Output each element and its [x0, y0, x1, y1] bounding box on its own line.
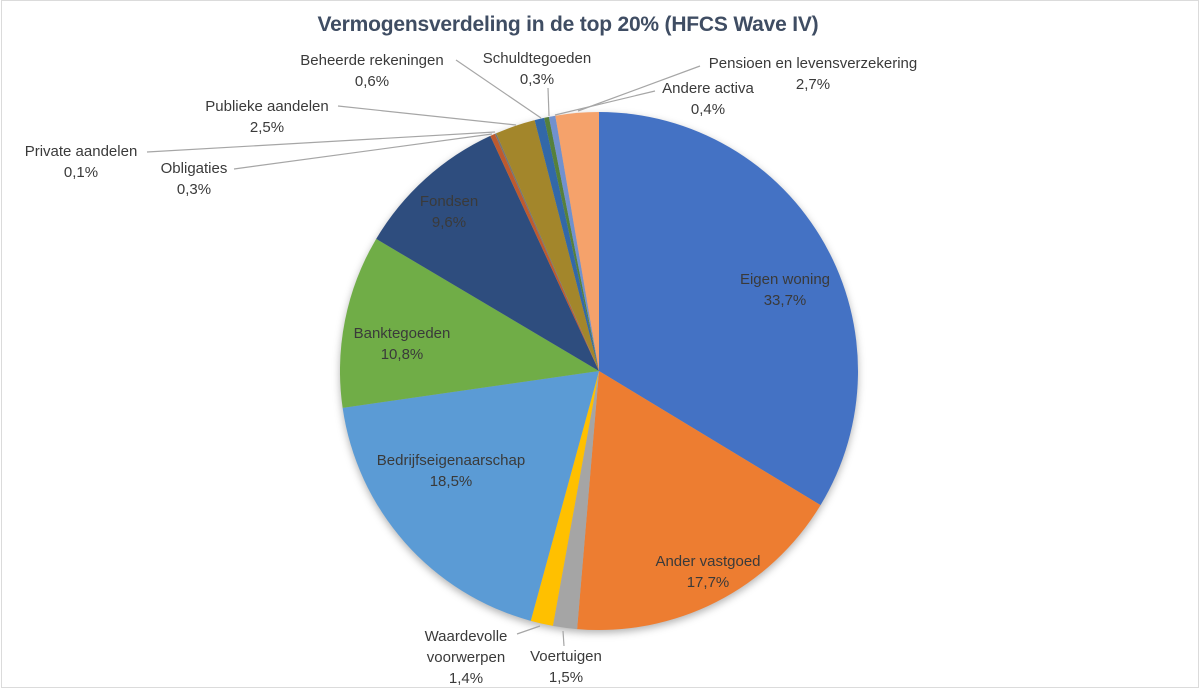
leader-line-private-aandelen: [146, 131, 496, 153]
pie-slice-banktegoeden: [340, 238, 599, 408]
pie-slice-private-aandelen: [494, 133, 599, 371]
slice-label-publieke-aandelen: Publieke aandelen 2,5%: [205, 98, 328, 136]
pie-slice-waardevolle-voorwerpen: [530, 371, 599, 626]
pie-slice-bedrijfseigenaarschap: [342, 371, 599, 621]
pie-slice-eigen-woning: [599, 112, 858, 506]
leader-line-waardevolle-voorwerpen: [516, 625, 541, 635]
leader-line-voertuigen: [562, 630, 565, 647]
pie-slice-pensioen-en-levensverzekering: [555, 112, 599, 371]
slice-label-schuldtegoeden: Schuldtegoeden 0,3%: [483, 50, 591, 88]
slice-label-banktegoeden: Banktegoeden 10,8%: [354, 325, 451, 363]
chart-title: Vermogensverdeling in de top 20% (HFCS W…: [317, 13, 819, 36]
slice-label-bedrijfseigenaarschap: Bedrijfseigenaarschap 18,5%: [377, 452, 525, 490]
leader-line-pensioen-en-levensverzekering: [577, 65, 701, 112]
slice-label-private-aandelen: Private aandelen 0,1%: [25, 143, 138, 181]
slice-label-obligaties: Obligaties 0,3%: [161, 160, 228, 198]
leader-line-publieke-aandelen: [337, 105, 517, 126]
slice-label-eigen-woning: Eigen woning 33,7%: [740, 271, 830, 309]
leader-line-andere-activa: [554, 90, 656, 116]
leader-line-obligaties: [233, 133, 493, 170]
pie-slices: [340, 112, 858, 630]
slice-label-pensioen-en-levensverzekering: Pensioen en levensverzekering 2,7%: [709, 55, 917, 93]
pie-slice-andere-activa: [548, 115, 599, 372]
pie-slice-beheerde-rekeningen: [534, 117, 599, 371]
pie-slice-publieke-aandelen: [496, 120, 599, 372]
pie-slice-obligaties: [490, 133, 599, 371]
slice-label-waardevolle-voorwerpen: Waardevolle voorwerpen 1,4%: [425, 628, 508, 687]
slice-label-beheerde-rekeningen: Beheerde rekeningen 0,6%: [300, 52, 443, 90]
slice-label-voertuigen: Voertuigen 1,5%: [530, 648, 602, 686]
pie-slice-fondsen: [376, 135, 599, 371]
slice-label-ander-vastgoed: Ander vastgoed 17,7%: [655, 553, 760, 591]
pie-slice-schuldtegoeden: [544, 116, 599, 371]
slice-labels: Eigen woning 33,7% Ander vastgoed 17,7% Voer…: [25, 50, 918, 687]
leader-lines: [146, 59, 701, 647]
leader-line-schuldtegoeden: [547, 87, 550, 117]
leader-line-beheerde-rekeningen: [455, 59, 542, 119]
slice-label-andere-activa: Andere activa 0,4%: [662, 80, 754, 118]
pie-slice-ander-vastgoed: [577, 371, 821, 630]
slice-label-fondsen: Fondsen 9,6%: [420, 193, 478, 231]
pie-slice-voertuigen: [552, 371, 599, 630]
